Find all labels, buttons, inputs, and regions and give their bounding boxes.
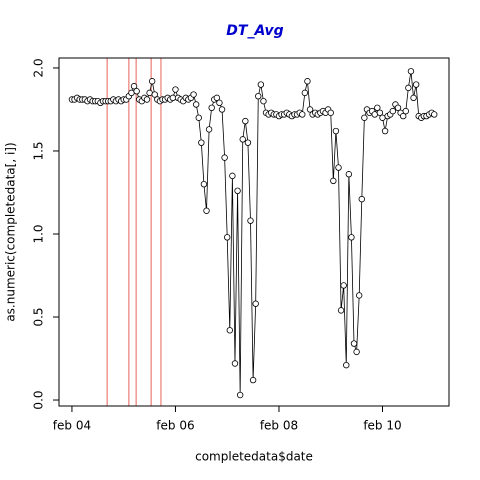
data-point (203, 207, 210, 214)
data-point (213, 94, 221, 102)
data-point (200, 180, 208, 188)
data-point (198, 139, 205, 146)
data-point (216, 99, 223, 107)
data-line (71, 71, 435, 396)
data-point (337, 307, 345, 314)
data-point (244, 139, 252, 146)
data-point (226, 327, 234, 334)
y-tick-label: 1.5 (32, 141, 46, 160)
data-point (407, 68, 415, 75)
data-point (410, 94, 417, 102)
data-point (301, 89, 309, 97)
data-point (128, 89, 135, 97)
data-point (205, 126, 213, 133)
data-point (374, 104, 381, 112)
data-point (231, 360, 239, 367)
y-axis-label: as.numeric(completedata[, i]) (4, 142, 18, 321)
data-point (405, 84, 412, 92)
data-point (330, 177, 337, 185)
data-point (345, 171, 353, 178)
data-point (355, 292, 363, 299)
y-tick-label: 0.5 (32, 307, 46, 326)
data-point (130, 83, 138, 90)
data-point (195, 114, 202, 121)
chart-title: DT_Avg (226, 23, 283, 39)
data-point (224, 234, 231, 241)
data-point (255, 92, 262, 100)
x-tick-label: feb 06 (156, 419, 194, 433)
data-point (394, 104, 402, 112)
y-tick-label: 2.0 (32, 58, 46, 77)
data-point (340, 282, 347, 289)
data-point (133, 88, 140, 95)
data-point (379, 114, 386, 121)
data-point (260, 97, 267, 105)
data-point (148, 78, 156, 85)
data-point (304, 78, 311, 85)
data-point (327, 109, 334, 116)
data-point (192, 101, 200, 108)
data-point (242, 117, 249, 125)
data-point (190, 91, 197, 98)
data-point (151, 91, 158, 98)
x-axis-label: completedata$date (195, 450, 313, 464)
data-point (221, 154, 228, 161)
data-point (218, 106, 226, 113)
y-tick-label: 1.0 (32, 224, 46, 243)
data-point (234, 187, 241, 195)
data-point (353, 348, 360, 356)
data-point (335, 164, 342, 171)
data-point (348, 234, 355, 241)
data-point (371, 111, 378, 118)
data-point (343, 361, 350, 369)
x-tick-label: feb 10 (363, 419, 401, 433)
data-point (169, 94, 177, 102)
data-point (172, 86, 179, 93)
data-point (229, 172, 236, 180)
data-point (247, 217, 254, 224)
data-point (146, 89, 153, 97)
data-point (358, 195, 365, 203)
data-point (350, 340, 358, 347)
x-tick-label: feb 04 (53, 419, 91, 433)
data-point (208, 104, 215, 112)
data-point (239, 136, 246, 143)
data-point (332, 127, 340, 135)
data-point (389, 107, 397, 115)
data-point (143, 96, 151, 103)
plot-frame (58, 57, 450, 407)
data-point (381, 127, 389, 135)
data-point (361, 114, 368, 121)
data-point (257, 81, 265, 88)
data-point (299, 111, 306, 118)
x-tick-label: feb 08 (260, 419, 298, 433)
data-point (402, 107, 409, 115)
data-point (249, 376, 257, 384)
data-point (376, 109, 384, 116)
y-tick-label: 0.0 (32, 390, 46, 409)
data-point (399, 112, 407, 120)
data-point (252, 300, 259, 307)
data-point (236, 391, 244, 399)
data-point (431, 111, 438, 118)
data-point (412, 81, 420, 88)
data-point (306, 106, 314, 113)
